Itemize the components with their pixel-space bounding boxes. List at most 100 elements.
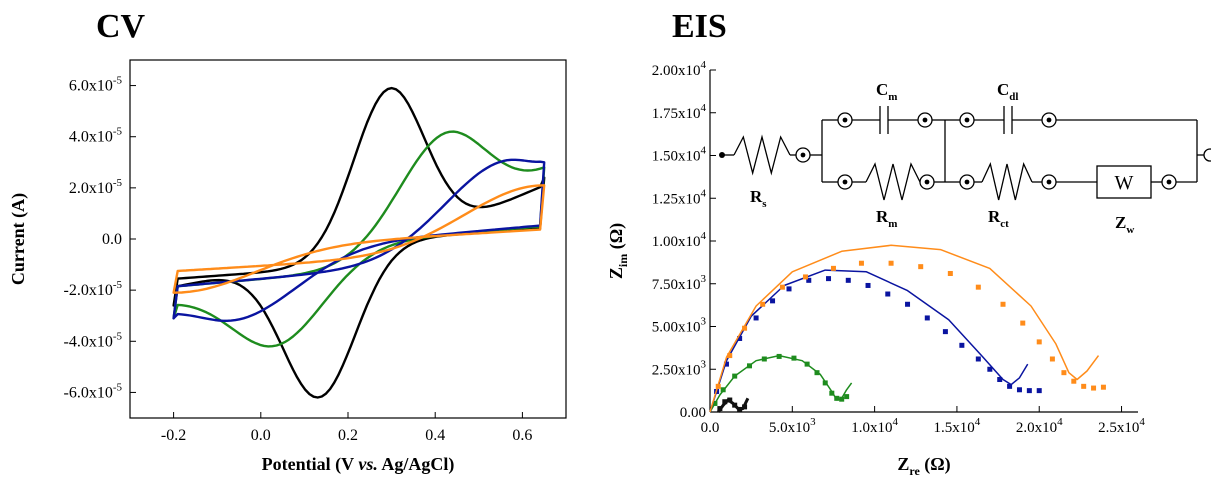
label-rs: Rs [750,187,767,210]
eis-series-orange-point [888,260,894,266]
eis-series-blue-point [770,298,776,304]
eis-y-tick-label: 7.50x103 [652,273,707,293]
eis-series-orange-point [830,265,836,271]
eis-series-blue-point [865,282,871,288]
eis-series-black-point [742,404,748,410]
resistor-rs [733,134,791,176]
eis-x-tick-label: 1.0x104 [851,416,898,436]
cv-x-axis-label: Potential (V vs. Ag/AgCl) [262,454,455,475]
eis-series-blue-point [987,366,993,372]
eis-series-blue-point [959,342,965,348]
eis-y-tick-label: 1.50x104 [652,145,707,165]
circuit-node-dot [800,152,806,158]
eis-series-green-point [839,396,845,402]
eis-series-green-point [791,355,797,361]
eis-y-tick-label: 1.75x104 [652,102,707,122]
eis-series-orange-point [715,383,721,389]
cv-series-green [172,130,546,348]
cv-y-tick-label: 4.0x10-5 [69,126,123,146]
eis-series-blue-point [753,315,759,321]
circuit-node-dot [842,117,848,123]
eis-series-blue-point [924,315,930,321]
circuit-node-dot [1166,179,1172,185]
eis-series-green-point [814,370,820,376]
eis-series-blue-point [806,277,812,283]
eis-series-orange-point [802,274,808,280]
eis-y-tick-label: 0.00 [680,405,706,421]
eis-series-orange-point [1049,356,1055,362]
eis-series-orange-fit [709,244,1100,413]
eis-series-blue-point [826,276,832,282]
eis-x-tick-label: 2.5x104 [1098,416,1145,436]
eis-series-orange-point [760,301,766,307]
eis-y-tick-label: 5.00x103 [652,316,707,336]
eis-series-blue-point [942,329,948,335]
eis-series-blue-point [1016,387,1022,393]
eis-series-orange-point [858,260,864,266]
warburg-symbol: W [1115,172,1134,194]
cv-y-tick-label: 6.0x10-5 [69,75,123,95]
cv-x-tick-label: -0.2 [161,427,186,444]
cv-plot-frame [129,59,567,419]
circuit-node-dot [964,117,970,123]
eis-series-orange-point [742,325,748,331]
eis-series-orange-point [918,264,924,270]
eis-series-green-point [776,353,782,359]
cv-x-tick-label: 0.4 [425,427,445,444]
eis-x-tick-label: 2.0x104 [1016,416,1063,436]
circuit-node-dot [922,117,928,123]
warburg-element [1096,165,1152,199]
eis-series-green-point [804,361,810,367]
eis-series-orange-point [975,284,981,290]
equivalent-circuit: W Rs Cm Rm Cdl Rct Zw [719,80,1211,236]
eis-series-green-point [822,380,828,386]
eis-series-blue-point [845,277,851,283]
eis-series-orange-point [1081,383,1087,389]
eis-panel-title: EIS [672,8,727,45]
eis-series-blue-point [786,286,792,292]
cv-series-orange [172,184,546,294]
resistor-rct [981,162,1033,201]
eis-series-black-point [722,399,728,405]
eis-x-axis-label: Zre (Ω) [897,454,950,478]
circuit-node-dot [1046,179,1052,185]
eis-series-blue-point [905,301,911,307]
circuit-node-dot [924,179,930,185]
circuit-node-dot [1046,117,1052,123]
eis-series-orange-point [947,270,953,276]
eis-y-tick-label: 1.25x104 [652,187,707,207]
circuit-terminal-right [1203,148,1211,162]
cv-y-axis-label: Current (A) [8,193,29,285]
eis-chart: 0.0 5.0x103 1.0x104 1.5x104 2.0x104 2.5x104 0.… [606,59,1211,478]
cv-x-tick-label: 0.2 [338,427,358,444]
eis-series-orange-point [727,353,733,359]
eis-series-blue-point [997,377,1003,383]
eis-x-tick-label: 5.0x103 [769,416,816,436]
eis-series-green-point [761,356,767,362]
eis-series-green-point [732,373,738,379]
cv-y-tick-label: -6.0x10-5 [64,381,123,401]
eis-series-orange-point [1091,385,1097,391]
eis-series-orange-point [1036,339,1042,345]
eis-series-black-point [717,406,723,412]
eis-series-green-point [844,394,850,400]
eis-series-green-point [834,395,840,401]
eis-x-tick-label: 1.5x104 [934,416,981,436]
cv-y-tick-label: 2.0x10-5 [69,177,123,197]
eis-series-green-point [829,390,835,396]
eis-series-orange-point [1020,320,1026,326]
cv-y-tick-label: 0.0 [102,231,122,248]
eis-series-blue-point [975,356,981,362]
eis-x-tick-label: 0.0 [701,420,720,436]
eis-series-blue-point [1026,388,1032,394]
label-cdl: Cdl [997,80,1018,103]
label-rct: Rct [988,207,1009,230]
eis-series-black-point [732,402,738,408]
eis-series-blue-point [1036,388,1042,394]
label-zw: Zw [1115,213,1134,236]
cv-x-tick-label: 0.0 [251,427,271,444]
eis-series-orange-point [1000,301,1006,307]
eis-y-tick-label: 1.00x104 [652,230,707,250]
eis-series-blue-point [723,361,729,367]
cv-chart: -0.2 0.0 0.2 0.4 0.6 -6.0x10-5 -4.0x10-5 -2.0x1… [8,59,567,475]
